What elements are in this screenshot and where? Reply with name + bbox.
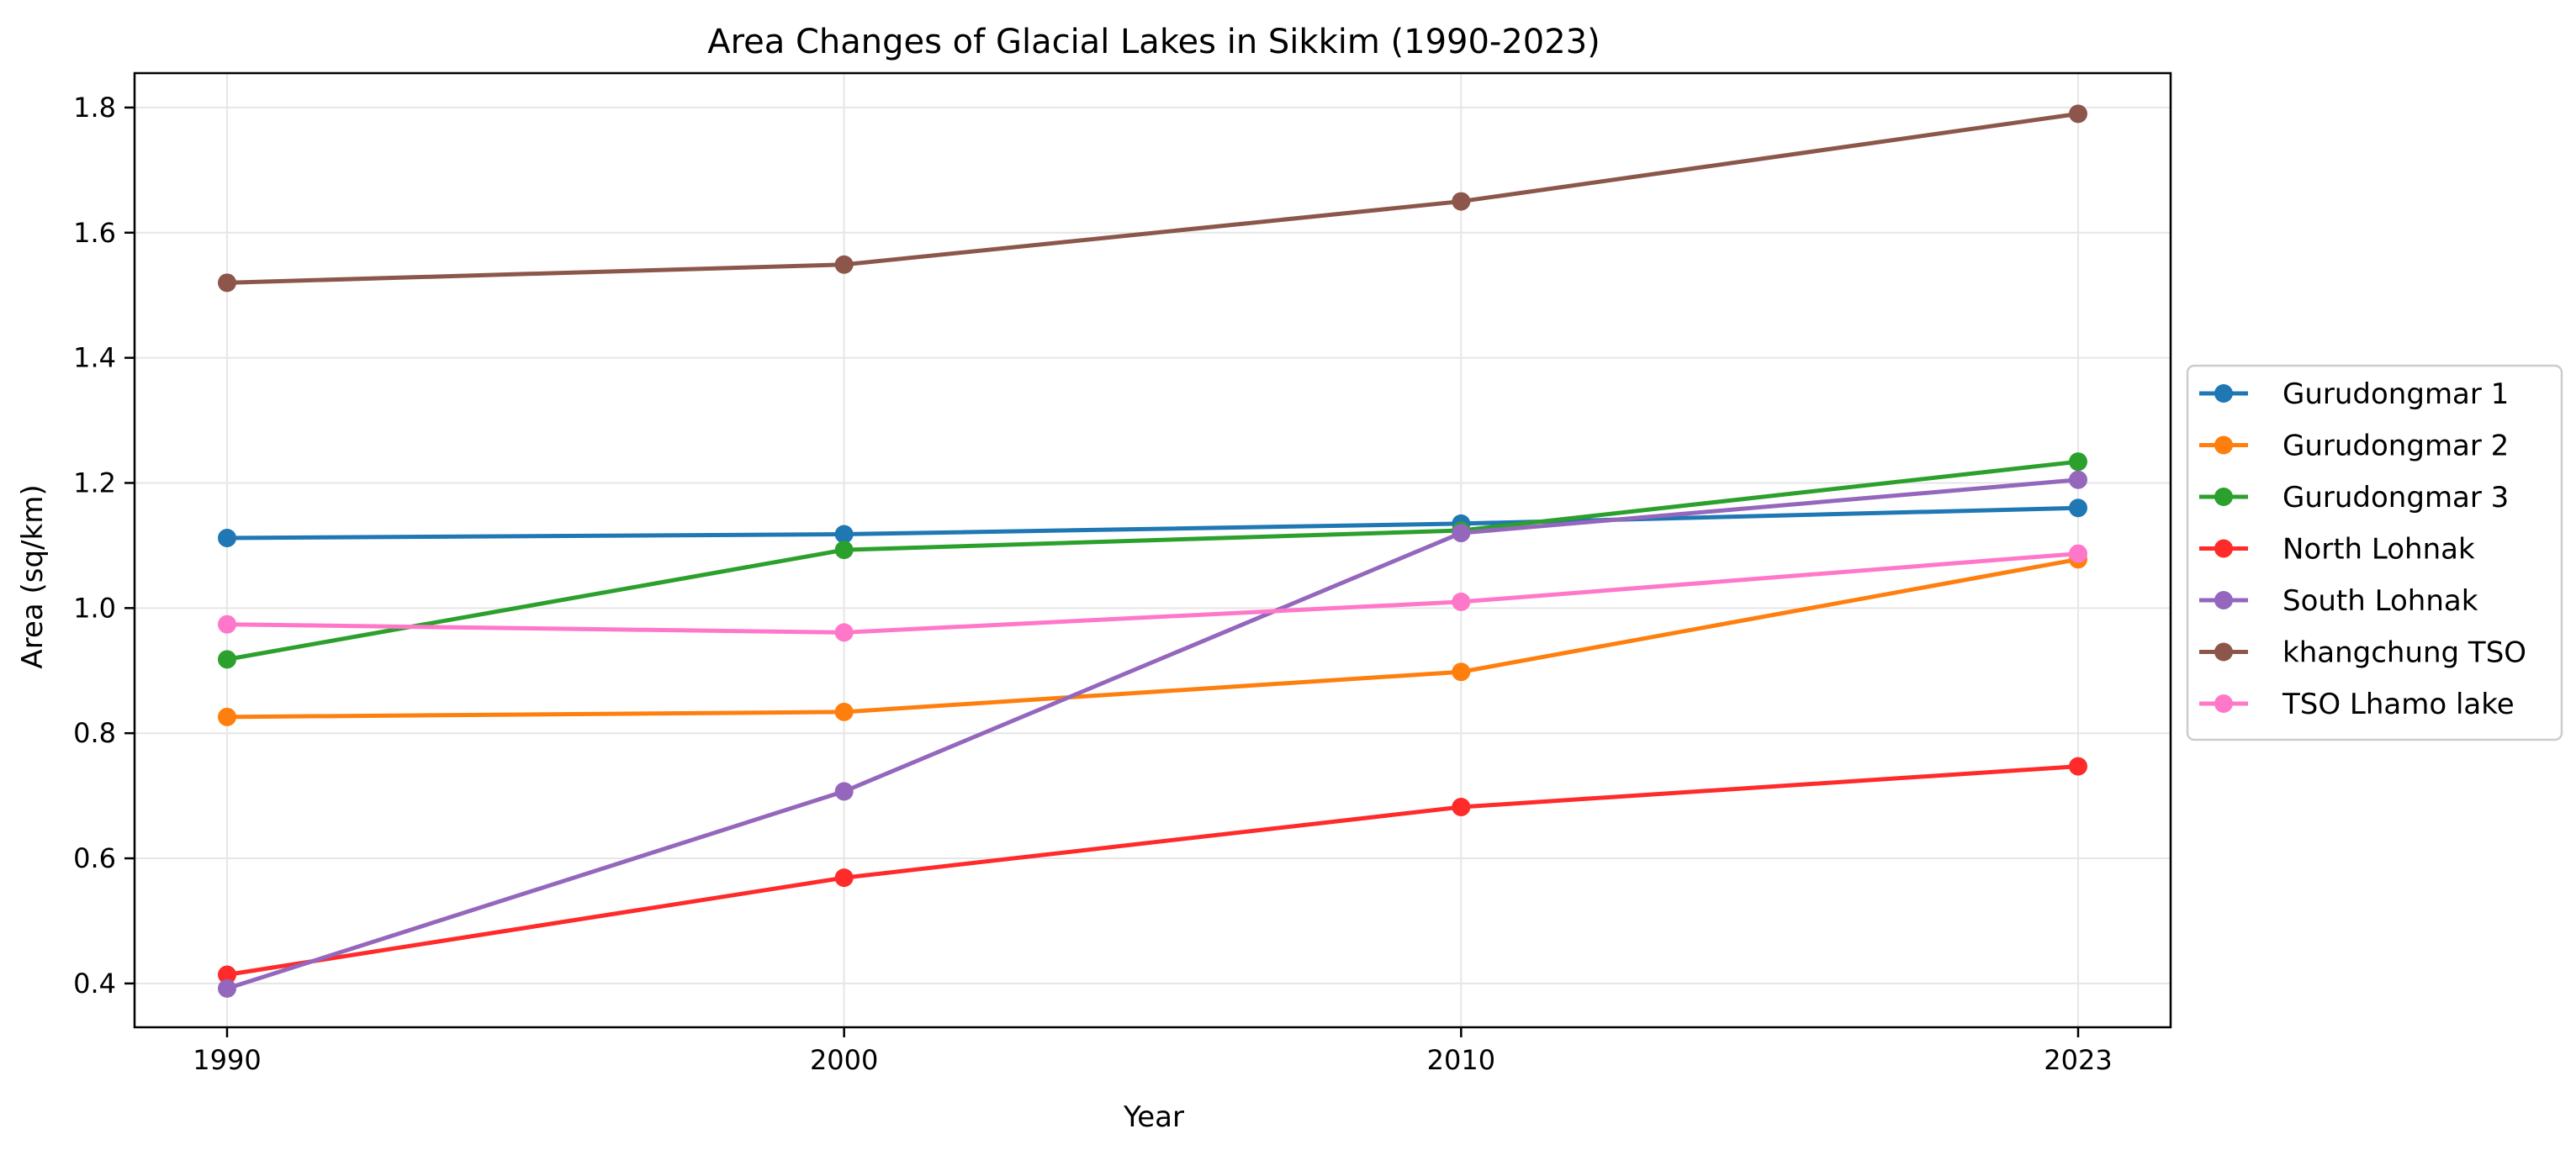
data-point bbox=[218, 707, 236, 726]
data-point bbox=[2069, 104, 2087, 124]
data-point bbox=[218, 965, 236, 984]
data-point bbox=[834, 702, 854, 721]
series-tso-lhamo-lake bbox=[218, 544, 2087, 642]
x-tick-label: 2010 bbox=[1427, 1044, 1495, 1076]
series-north-lohnak bbox=[218, 757, 2087, 984]
data-point bbox=[218, 979, 236, 998]
data-point bbox=[2069, 757, 2087, 776]
data-point bbox=[218, 650, 236, 669]
x-tick-label: 2000 bbox=[810, 1044, 878, 1076]
y-tick-label: 0.8 bbox=[73, 717, 116, 749]
plot-area-frame bbox=[133, 71, 2172, 1029]
legend-label: Gurudongmar 1 bbox=[2282, 377, 2509, 411]
legend-box bbox=[2186, 364, 2563, 741]
legend-item: TSO Lhamo lake bbox=[2199, 688, 2515, 721]
y-tick-label: 1.2 bbox=[73, 467, 116, 499]
data-point bbox=[834, 782, 854, 801]
legend-marker bbox=[2214, 642, 2233, 662]
x-axis: 1990 2000 2010 2023 bbox=[193, 1027, 2113, 1076]
y-tick-label: 1.8 bbox=[73, 92, 116, 124]
series-group bbox=[218, 104, 2087, 998]
legend-marker bbox=[2214, 591, 2233, 609]
data-point bbox=[834, 868, 854, 888]
legend-marker bbox=[2214, 488, 2233, 506]
data-point bbox=[834, 525, 854, 544]
y-tick-label: 1.4 bbox=[73, 342, 116, 374]
chart-title: Area Changes of Glacial Lakes in Sikkim … bbox=[707, 23, 1600, 61]
data-point bbox=[1452, 192, 1471, 211]
legend-label: khangchung TSO bbox=[2282, 636, 2526, 670]
legend-item: Gurudongmar 1 bbox=[2199, 377, 2509, 411]
y-tick-label: 1.0 bbox=[73, 592, 116, 624]
data-point bbox=[834, 255, 854, 274]
data-point bbox=[1452, 524, 1471, 543]
series-line bbox=[226, 459, 2079, 662]
legend: Gurudongmar 1 Gurudongmar 2 Gurudongmar 3 N… bbox=[2186, 364, 2563, 741]
data-point bbox=[2069, 470, 2087, 489]
series-gurudongmar-1 bbox=[218, 499, 2087, 547]
y-axis: 0.4 0.6 0.8 1.0 1.2 1.4 1.6 1.8 bbox=[73, 92, 135, 1000]
data-point bbox=[2069, 452, 2087, 472]
y-tick-label: 0.4 bbox=[73, 968, 116, 1000]
y-axis-label: Area (sq/km) bbox=[16, 484, 50, 668]
series-line bbox=[226, 111, 2079, 285]
legend-marker bbox=[2214, 435, 2233, 455]
data-point bbox=[2069, 499, 2087, 518]
legend-label: South Lohnak bbox=[2282, 584, 2478, 618]
legend-label: Gurudongmar 3 bbox=[2282, 481, 2509, 514]
y-tick-label: 1.6 bbox=[73, 217, 116, 249]
data-point bbox=[834, 623, 854, 642]
series-line bbox=[226, 551, 2079, 635]
data-point bbox=[2069, 544, 2087, 563]
series-line bbox=[226, 557, 2079, 720]
series-line bbox=[226, 764, 2079, 977]
series-line bbox=[226, 505, 2079, 541]
legend-item: South Lohnak bbox=[2199, 584, 2478, 618]
legend-label: TSO Lhamo lake bbox=[2282, 688, 2515, 721]
data-point bbox=[1452, 592, 1471, 611]
data-point bbox=[1452, 662, 1471, 682]
data-point bbox=[218, 528, 236, 547]
data-point bbox=[834, 541, 854, 560]
legend-marker bbox=[2214, 539, 2233, 558]
x-axis-label: Year bbox=[1123, 1100, 1184, 1134]
series-south-lohnak bbox=[218, 470, 2087, 998]
data-point bbox=[1452, 798, 1471, 817]
legend-item: North Lohnak bbox=[2199, 533, 2475, 567]
data-point bbox=[218, 273, 236, 293]
x-tick-label: 1990 bbox=[193, 1044, 261, 1076]
data-point bbox=[218, 615, 236, 634]
legend-item: khangchung TSO bbox=[2199, 636, 2526, 670]
legend-marker bbox=[2214, 694, 2233, 713]
legend-marker bbox=[2214, 384, 2233, 403]
legend-label: North Lohnak bbox=[2282, 533, 2475, 567]
legend-label: Gurudongmar 2 bbox=[2282, 430, 2509, 463]
legend-item: Gurudongmar 2 bbox=[2199, 430, 2509, 463]
series-line bbox=[226, 477, 2079, 991]
series-khangchung-tso bbox=[218, 104, 2087, 293]
legend-item: Gurudongmar 3 bbox=[2199, 481, 2509, 514]
y-tick-label: 0.6 bbox=[73, 842, 116, 874]
x-tick-label: 2023 bbox=[2044, 1044, 2112, 1076]
